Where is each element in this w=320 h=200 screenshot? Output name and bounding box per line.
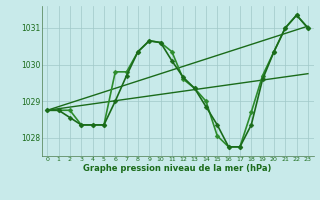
X-axis label: Graphe pression niveau de la mer (hPa): Graphe pression niveau de la mer (hPa) (84, 164, 272, 173)
